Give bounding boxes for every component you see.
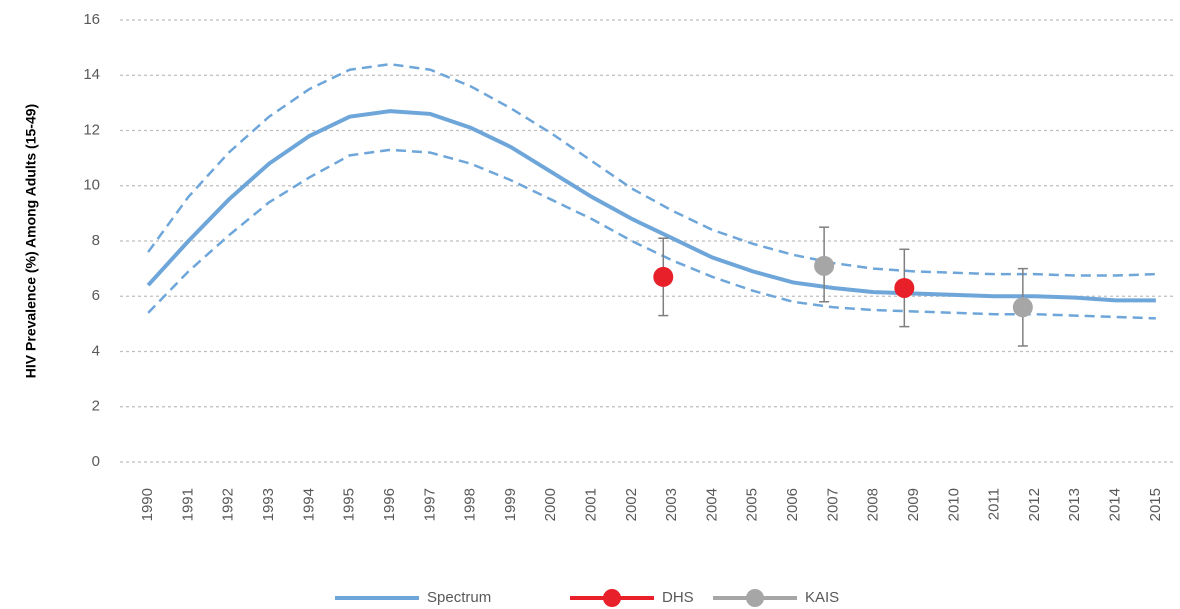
x-tick-label: 2009 xyxy=(905,488,922,521)
y-tick-label: 10 xyxy=(83,177,100,194)
legend-label: DHS xyxy=(662,589,694,606)
x-tick-label: 2003 xyxy=(663,488,680,521)
legend-marker xyxy=(746,589,764,607)
y-tick-label: 16 xyxy=(83,11,100,28)
band-line xyxy=(147,62,1156,277)
x-tick-label: 1997 xyxy=(421,488,438,521)
x-tick-label: 1991 xyxy=(179,488,196,521)
x-tick-label: 1996 xyxy=(381,488,398,521)
band-line xyxy=(147,148,1156,320)
x-tick-label: 2015 xyxy=(1147,488,1164,521)
x-tick-label: 2000 xyxy=(542,488,559,521)
y-tick-label: 0 xyxy=(92,453,100,470)
y-tick-label: 14 xyxy=(83,66,100,83)
y-axis-label: HIV Prevalence (%) Among Adults (15-49) xyxy=(23,104,39,378)
x-tick-label: 1992 xyxy=(220,488,237,521)
x-tick-label: 1994 xyxy=(300,488,317,521)
x-tick-label: 1990 xyxy=(139,488,156,521)
legend-marker xyxy=(603,589,621,607)
point xyxy=(814,255,835,276)
x-tick-label: 2008 xyxy=(865,488,882,521)
legend-label: Spectrum xyxy=(427,589,491,606)
x-tick-label: 2001 xyxy=(583,488,600,521)
line xyxy=(146,109,1156,303)
y-tick-label: 8 xyxy=(92,232,100,249)
point xyxy=(653,266,674,287)
y-tick-label: 12 xyxy=(83,121,100,138)
point xyxy=(894,277,915,298)
point xyxy=(1012,297,1033,318)
x-tick-label: 1993 xyxy=(260,488,277,521)
y-tick-label: 2 xyxy=(92,398,100,415)
x-tick-label: 1998 xyxy=(462,488,479,521)
x-tick-label: 2006 xyxy=(784,488,801,521)
x-tick-label: 2012 xyxy=(1026,488,1043,521)
x-tick-label: 1995 xyxy=(341,488,358,521)
legend-label: KAIS xyxy=(805,589,839,606)
x-tick-label: 2005 xyxy=(744,488,761,521)
y-tick-label: 4 xyxy=(92,342,100,359)
x-tick-label: 2013 xyxy=(1066,488,1083,521)
x-tick-label: 1999 xyxy=(502,488,519,521)
x-tick-label: 2014 xyxy=(1107,488,1124,521)
x-tick-label: 2007 xyxy=(824,488,841,521)
x-tick-label: 2011 xyxy=(986,488,1003,520)
x-tick-label: 2002 xyxy=(623,488,640,521)
x-tick-label: 2004 xyxy=(703,488,720,521)
x-tick-label: 2010 xyxy=(945,488,962,521)
y-tick-label: 6 xyxy=(92,287,100,304)
